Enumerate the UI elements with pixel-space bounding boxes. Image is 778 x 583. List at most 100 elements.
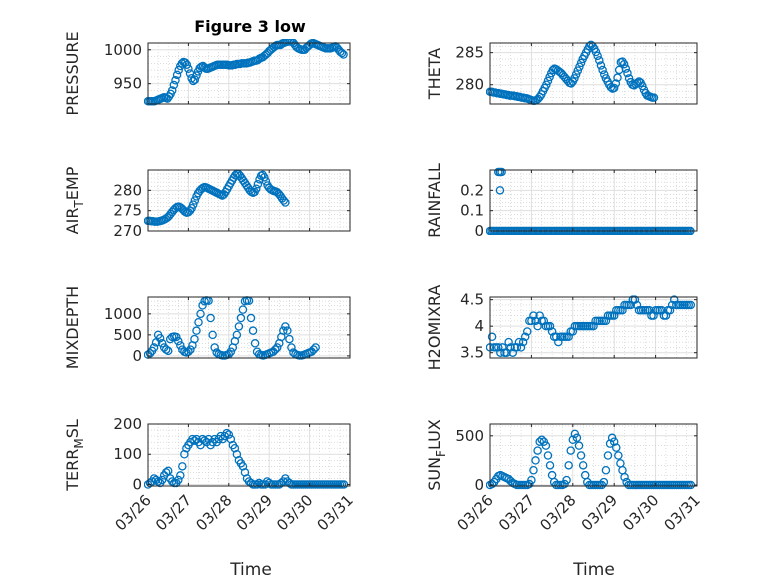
y-tick-label: 0.2 xyxy=(460,181,484,199)
data-point xyxy=(208,330,217,340)
data-point xyxy=(551,332,561,342)
data-point xyxy=(568,327,578,336)
x-tick-label: 03/31 xyxy=(661,491,704,534)
data-point xyxy=(234,322,244,331)
data-point xyxy=(502,348,511,357)
data-point xyxy=(512,343,522,352)
y-tick-label: 500 xyxy=(113,326,142,344)
data-point xyxy=(609,311,619,320)
data-point xyxy=(618,306,627,315)
data-point xyxy=(182,60,192,69)
data-point xyxy=(541,441,551,450)
data-point xyxy=(564,332,573,342)
data-point xyxy=(222,428,232,438)
data-point xyxy=(192,326,201,335)
subplot-mixdepth: 0 500 1000 MIXDEPTH xyxy=(63,286,351,369)
data-point xyxy=(595,56,604,65)
data-point xyxy=(190,436,199,445)
data-point xyxy=(196,309,205,319)
data-point xyxy=(498,343,507,352)
y-tick-label: 1000 xyxy=(104,41,142,59)
data-point xyxy=(609,83,619,93)
data-point xyxy=(574,441,584,450)
data-series xyxy=(486,429,696,490)
data-point xyxy=(194,317,203,327)
x-axis-label-left: Time xyxy=(229,560,272,580)
data-series xyxy=(486,295,696,357)
y-tick-label: 500 xyxy=(455,427,484,445)
data-point xyxy=(657,306,667,315)
y-tick-label: 200 xyxy=(113,415,142,433)
data-point xyxy=(576,451,586,460)
data-point xyxy=(593,51,602,61)
y-tick-label: 4.5 xyxy=(460,291,484,309)
subplot-sun_flux: 0 500 SUNFLUX 03/2603/2703/2803/2903/3003/3… xyxy=(425,419,704,534)
data-point xyxy=(190,196,200,205)
data-point xyxy=(261,177,271,186)
y-tick-label: 270 xyxy=(113,222,142,240)
y-tick-label: 0.1 xyxy=(460,202,484,220)
y-axis-label: THETA xyxy=(425,48,444,100)
x-tick-label: 03/30 xyxy=(273,491,316,534)
data-point xyxy=(224,430,234,439)
data-point xyxy=(621,64,631,73)
data-point xyxy=(264,478,274,488)
data-point xyxy=(527,316,536,326)
data-point xyxy=(570,74,579,83)
y-tick-label: 0 xyxy=(474,476,484,494)
data-point xyxy=(337,48,347,58)
y-tick-label: 0 xyxy=(132,347,142,365)
data-point xyxy=(200,436,209,445)
data-point xyxy=(571,70,581,79)
x-tick-label: 03/27 xyxy=(152,491,195,534)
data-point xyxy=(632,300,642,310)
x-tick-label: 03/31 xyxy=(314,491,357,534)
data-point xyxy=(545,72,554,82)
data-point xyxy=(598,65,607,75)
data-point xyxy=(624,74,634,83)
data-point xyxy=(246,313,256,323)
axes-box xyxy=(147,42,351,105)
y-tick-label: 950 xyxy=(113,75,142,93)
data-point xyxy=(619,59,629,69)
data-point xyxy=(169,80,179,90)
figure-title: Figure 3 low xyxy=(194,17,306,36)
data-point xyxy=(531,316,540,326)
data-point xyxy=(161,468,171,477)
data-point xyxy=(192,71,201,80)
y-axis-label: RAINFALL xyxy=(425,163,444,238)
y-axis-label: SUNFLUX xyxy=(425,419,448,491)
x-axis-label-right: Time xyxy=(572,560,615,580)
data-point xyxy=(576,58,586,68)
data-point xyxy=(665,306,675,315)
data-point xyxy=(638,81,647,91)
y-tick-label: 285 xyxy=(455,44,484,62)
data-point xyxy=(504,337,513,347)
y-tick-label: 280 xyxy=(113,181,142,199)
data-point xyxy=(535,311,544,320)
data-point xyxy=(287,343,296,352)
data-point xyxy=(591,47,601,57)
y-tick-label: 1000 xyxy=(104,305,142,323)
data-point xyxy=(285,334,294,344)
x-tick-label: 03/29 xyxy=(233,491,276,534)
data-point xyxy=(176,341,185,350)
data-point xyxy=(564,461,573,470)
data-point xyxy=(497,167,506,177)
data-point xyxy=(661,311,671,320)
data-point xyxy=(545,321,555,331)
data-point xyxy=(172,70,182,80)
data-point xyxy=(529,311,538,320)
data-point xyxy=(157,475,167,485)
data-point xyxy=(543,451,553,460)
data-point xyxy=(568,435,578,444)
data-point xyxy=(198,301,207,310)
data-point xyxy=(516,343,526,352)
data-point xyxy=(279,326,288,335)
data-point xyxy=(494,343,503,352)
y-tick-label: 100 xyxy=(113,445,142,463)
data-point xyxy=(149,343,159,352)
data-point xyxy=(238,305,248,314)
data-point xyxy=(520,332,530,342)
